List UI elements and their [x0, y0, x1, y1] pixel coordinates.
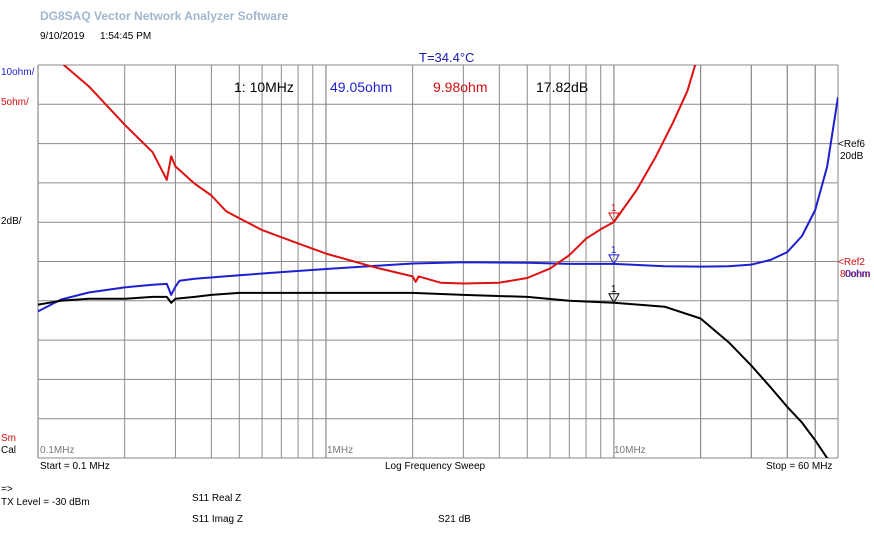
temperature-readout: T=34.4°C	[419, 50, 475, 65]
legend-s21-db[interactable]: S21 dB	[438, 514, 471, 525]
date: 9/10/2019	[40, 31, 85, 42]
time: 1:54:45 PM	[100, 31, 152, 42]
trace-s11-realz	[38, 97, 838, 313]
imagz-scale-label: 5ohm/	[1, 97, 29, 108]
arrow-indicator: =>	[1, 484, 13, 495]
ref-s21-marker: <Ref6	[838, 139, 865, 150]
realz-scale-label: 10ohm/	[1, 67, 35, 78]
ref-realz-value: 0ohm	[845, 269, 871, 280]
marker-triangle	[608, 254, 620, 265]
ref-imagz-value: 80ohm	[840, 269, 871, 280]
app-title: DG8SAQ Vector Network Analyzer Software	[40, 9, 289, 23]
ref-imagz-marker: <Ref2	[838, 257, 865, 268]
sweep-mode: Log Frequency Sweep	[385, 461, 486, 472]
ref-s21-value: 20dB	[840, 151, 864, 162]
start-frequency: Start = 0.1 MHz	[40, 461, 110, 472]
trace-s21-db	[38, 291, 829, 458]
marker-triangle	[608, 212, 620, 224]
freq-tick-0.1mhz: 0.1MHz	[40, 445, 75, 456]
cal-label: Cal	[1, 445, 17, 456]
sm-label: Sm	[1, 433, 16, 444]
marker-realz: 49.05ohm	[330, 79, 393, 95]
marker-s21: 17.82dB	[536, 79, 589, 95]
stop-frequency: Stop = 60 MHz	[766, 461, 833, 472]
trace-s11-imagz	[62, 65, 697, 285]
marker-number: 1	[611, 245, 617, 256]
freq-tick-1mhz: 1MHz	[327, 445, 354, 456]
marker-number: 1	[611, 203, 617, 214]
marker-imagz: 9.98ohm	[433, 79, 488, 95]
tx-level: TX Level = -30 dBm	[1, 497, 90, 508]
freq-tick-10mhz: 10MHz	[614, 445, 646, 456]
s21-scale-label: 2dB/	[1, 216, 22, 227]
legend-s11-realz[interactable]: S11 Real Z	[192, 493, 242, 504]
legend-s11-imagz[interactable]: S11 Imag Z	[192, 514, 243, 525]
marker-triangle	[608, 293, 620, 304]
marker-label: 1: 10MHz	[234, 79, 294, 95]
marker-number: 1	[611, 284, 617, 295]
